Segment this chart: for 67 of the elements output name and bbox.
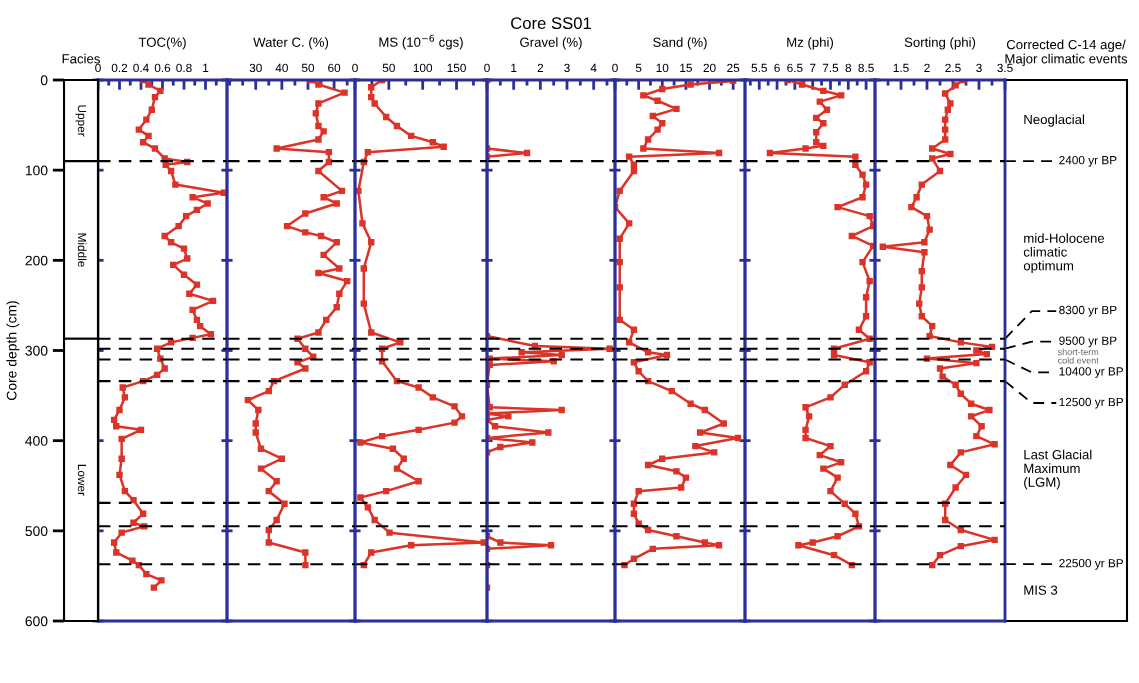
x-tick-label: 0 (352, 63, 358, 73)
x-tick-label: 30 (249, 63, 262, 73)
x-tick-label: 0 (612, 63, 618, 73)
text: Last Glacial Maximum (LGM) (1024, 449, 1092, 490)
y-tick-label: 400 (25, 436, 48, 446)
x-tick-label: 2.5 (945, 63, 961, 73)
y-tick-label: 100 (25, 165, 48, 176)
text: MIS 3 (1024, 585, 1058, 595)
ref-line-label: 2400 yr BP (1059, 155, 1117, 167)
x-tick-label: 2 (537, 63, 544, 72)
x-tick-label: 40 (275, 63, 288, 73)
series-label: Middle (77, 233, 87, 267)
x-tick-label: 25 (727, 63, 740, 73)
text: Neoglacial (1024, 114, 1085, 127)
x-axis-title: Mz (phi) (787, 37, 834, 50)
x-tick-label: 10 (656, 63, 669, 73)
x-tick-label: 6 (774, 63, 780, 73)
x-axis-title: TOC(%) (138, 37, 186, 50)
x-tick-label: 0.2 (111, 63, 128, 73)
x-tick-label: 50 (301, 63, 315, 73)
x-tick-label: 3 (976, 63, 982, 73)
x-tick-label: 60 (328, 63, 341, 73)
x-tick-label: 5.5 (751, 63, 767, 73)
series-label: Lower (77, 464, 87, 496)
text: mid-Holocene climatic optimum (1023, 233, 1105, 273)
x-tick-label: 0 (95, 63, 101, 73)
x-tick-label: 150 (447, 63, 466, 73)
y-tick-label: 200 (25, 255, 48, 266)
x-tick-label: 0.4 (133, 63, 149, 73)
x-tick-label: 100 (413, 63, 433, 73)
x-tick-label: 0 (484, 63, 490, 73)
x-tick-label: 7.5 (822, 63, 839, 73)
x-tick-label: 15 (680, 63, 692, 73)
x-tick-label: 0.6 (154, 63, 171, 73)
y-tick-label: 600 (25, 616, 48, 627)
x-axis-title: Facies (62, 53, 100, 64)
x-tick-label: 2 (924, 63, 930, 72)
x-tick-label: 3 (564, 63, 570, 73)
ref-line-label: 12500 yr BP (1059, 397, 1124, 409)
x-axis-title: Gravel (%) (520, 37, 582, 50)
x-axis-title: Water C. (%) (253, 37, 329, 50)
x-tick-label: 4 (590, 63, 597, 72)
series-label: Upper (75, 105, 87, 137)
x-axis-title: MS (10$^{−6}$ cgs) (379, 34, 463, 50)
ref-line-label: 9500 yr BP (1059, 336, 1117, 348)
x-tick-label: 8.5 (858, 63, 874, 73)
x-tick-label: 7 (809, 63, 816, 72)
x-tick-label: 1 (511, 63, 517, 72)
x-axis-title: Sorting (phi) (904, 37, 976, 50)
y-tick-label: 500 (25, 526, 48, 536)
ref-line-label: 22500 yr BP (1059, 559, 1124, 570)
chart-title: Core SS01 (511, 17, 591, 30)
x-tick-label: 1 (203, 63, 209, 72)
x-tick-label: 8 (845, 63, 852, 73)
y-tick-label: 0 (40, 75, 48, 86)
y-tick-label: 300 (25, 345, 48, 356)
text: short-term cold event (1057, 348, 1099, 364)
x-tick-label: 6.5 (787, 63, 803, 73)
x-tick-label: 0.8 (176, 63, 192, 73)
x-tick-label: 20 (703, 63, 716, 73)
legend-label: 10400 yr BP (1059, 367, 1124, 378)
ref-line-label: 8300 yr BP (1059, 305, 1117, 317)
x-tick-label: 50 (382, 63, 395, 73)
x-tick-label: 5 (635, 63, 642, 73)
x-axis-title: Sand (%) (653, 37, 707, 50)
y-axis-title: Core depth (cm) (6, 301, 20, 400)
x-tick-label: 1.5 (893, 63, 909, 73)
